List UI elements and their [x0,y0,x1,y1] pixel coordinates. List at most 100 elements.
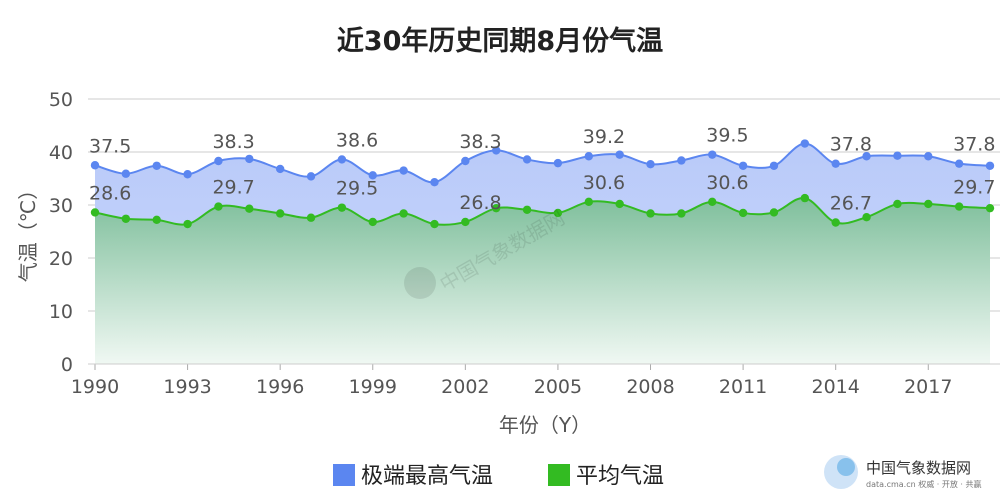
data-point-max-temp[interactable] [831,159,840,168]
brand-sub: data.cma.cn 权威 · 开放 · 共赢 [866,479,981,489]
data-point-avg-temp[interactable] [152,215,161,225]
data-point-avg-temp[interactable] [121,214,131,223]
data-point-avg-temp[interactable] [831,218,840,227]
data-point-avg-temp[interactable] [275,209,285,218]
data-point-avg-temp[interactable] [738,208,748,218]
data-point-max-temp[interactable] [461,156,470,166]
legend: 极端最高气温 平均气温 [333,464,664,489]
data-point-max-temp[interactable] [492,146,501,155]
data-point-max-temp[interactable] [522,155,532,164]
data-label-max-temp: 39.5 [706,125,748,147]
data-point-max-temp[interactable] [708,150,717,159]
data-point-max-temp[interactable] [677,156,686,165]
legend-label-max-temp[interactable]: 极端最高气温 [361,464,493,489]
y-tick-label: 30 [49,195,73,217]
data-point-avg-temp[interactable] [306,213,316,222]
y-axis-ticks: 0 10 20 30 40 50 [49,89,73,376]
y-tick-label: 20 [49,248,73,270]
data-point-max-temp[interactable] [769,161,779,170]
x-tick-label: 2002 [441,376,489,398]
data-point-max-temp[interactable] [862,152,871,161]
data-point-max-temp[interactable] [245,154,254,164]
data-point-max-temp[interactable] [893,151,902,160]
data-point-avg-temp[interactable] [214,202,223,211]
x-tick-label: 2014 [812,376,860,398]
data-point-avg-temp[interactable] [245,204,254,213]
data-point-max-temp[interactable] [738,161,748,170]
data-label-max-temp: 37.8 [953,134,995,156]
data-point-max-temp[interactable] [368,171,377,180]
data-point-max-temp[interactable] [183,170,192,179]
x-tick-label: 1993 [163,376,211,398]
legend-swatch-avg-temp[interactable] [548,464,570,486]
data-point-max-temp[interactable] [553,158,563,168]
legend-swatch-max-temp[interactable] [333,464,355,486]
data-point-avg-temp[interactable] [708,197,717,207]
data-point-avg-temp[interactable] [862,212,871,222]
data-point-avg-temp[interactable] [893,199,902,209]
x-tick-label: 2011 [719,376,767,398]
data-label-max-temp: 37.8 [830,134,872,156]
y-tick-label: 0 [61,354,73,376]
data-point-max-temp[interactable] [306,172,316,181]
data-point-max-temp[interactable] [152,161,161,170]
data-point-avg-temp[interactable] [615,199,624,209]
data-point-avg-temp[interactable] [954,202,964,211]
data-point-max-temp[interactable] [121,169,131,178]
data-labels: 37.5 38.3 38.6 38.3 39.2 39.5 37.8 37.8 28.6 29.7… [89,125,995,215]
data-point-avg-temp[interactable] [553,208,563,218]
data-point-avg-temp[interactable] [584,197,593,207]
data-label-max-temp: 38.3 [459,131,501,153]
x-axis-ticks: 1990 1993 1996 1999 2002 2005 2008 2011 2014 2017 [71,364,952,398]
data-point-avg-temp[interactable] [769,208,779,217]
data-point-avg-temp[interactable] [430,219,439,229]
data-point-avg-temp[interactable] [800,193,810,203]
data-point-avg-temp[interactable] [677,209,686,218]
data-point-max-temp[interactable] [924,152,933,161]
data-label-avg-temp: 30.6 [583,172,625,194]
data-point-avg-temp[interactable] [461,217,470,227]
data-point-avg-temp[interactable] [337,203,347,212]
data-point-avg-temp[interactable] [522,205,532,214]
data-point-max-temp[interactable] [615,150,624,159]
data-point-avg-temp[interactable] [90,208,100,217]
data-point-avg-temp[interactable] [985,203,995,213]
legend-label-avg-temp[interactable]: 平均气温 [576,464,664,489]
x-tick-label: 2008 [626,376,674,398]
data-point-max-temp[interactable] [430,178,439,187]
data-label-max-temp: 39.2 [583,126,625,148]
series-area-avg-temp [95,197,990,364]
data-point-avg-temp[interactable] [183,219,192,229]
y-tick-label: 50 [49,89,73,111]
series-areas [95,143,990,364]
brand-logo-icon-inner [837,458,855,476]
data-point-max-temp[interactable] [337,155,347,164]
data-point-avg-temp[interactable] [368,217,377,227]
data-label-max-temp: 38.6 [336,129,378,151]
data-point-avg-temp[interactable] [924,199,933,209]
data-label-avg-temp: 30.6 [706,172,748,194]
data-label-avg-temp: 29.7 [212,177,254,199]
data-point-max-temp[interactable] [646,159,655,169]
data-point-max-temp[interactable] [800,139,810,148]
data-point-max-temp[interactable] [399,166,408,175]
data-point-avg-temp[interactable] [492,203,501,213]
watermark-logo-icon [404,267,436,299]
data-point-max-temp[interactable] [90,161,100,170]
data-point-avg-temp[interactable] [399,209,408,218]
x-axis-title: 年份（Y） [499,413,591,437]
data-label-avg-temp: 26.7 [830,192,872,214]
data-label-avg-temp: 29.7 [953,177,995,199]
x-tick-label: 1990 [71,376,119,398]
data-point-max-temp[interactable] [275,164,285,174]
data-label-max-temp: 38.3 [212,131,254,153]
data-point-max-temp[interactable] [954,159,964,168]
data-point-max-temp[interactable] [584,152,593,161]
x-tick-label: 2017 [904,376,952,398]
data-point-max-temp[interactable] [985,161,995,170]
brand-name: 中国气象数据网 [866,459,971,477]
data-point-avg-temp[interactable] [646,209,655,218]
x-tick-label: 1996 [256,376,304,398]
y-tick-label: 40 [49,142,73,164]
data-point-max-temp[interactable] [214,156,223,166]
